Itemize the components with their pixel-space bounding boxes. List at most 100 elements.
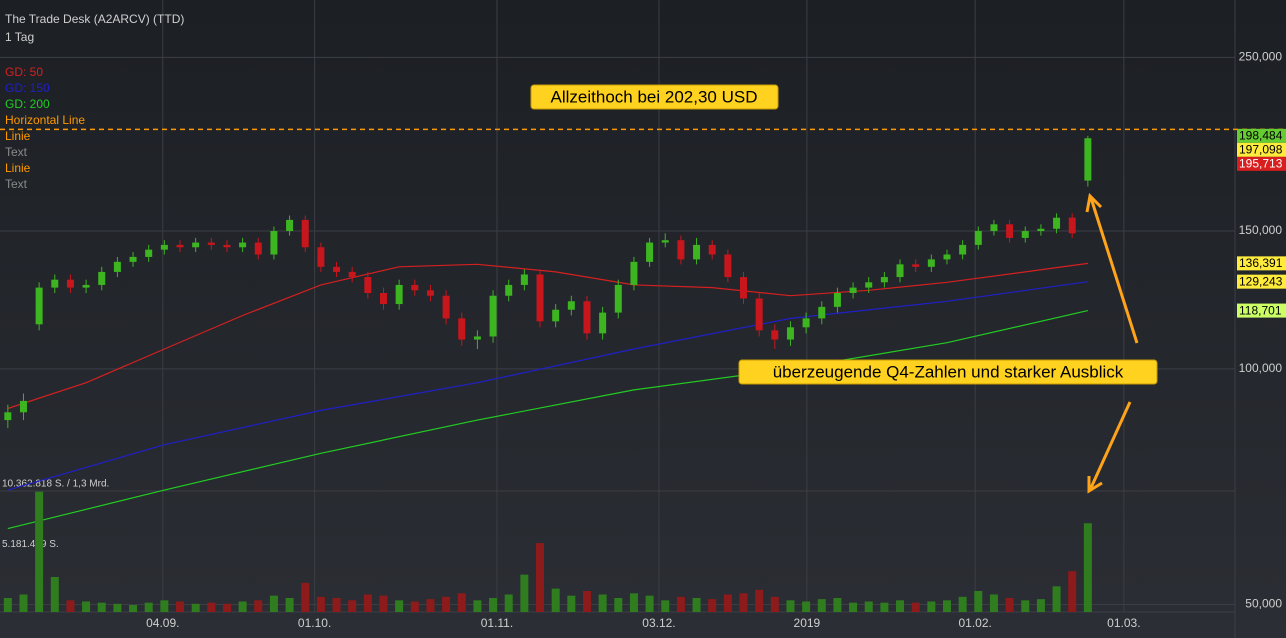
candle-body (833, 293, 841, 307)
candle-body (552, 309, 560, 322)
candle-body (51, 279, 59, 288)
volume-bar (1036, 599, 1045, 612)
candle-body (270, 231, 278, 255)
candle-body (317, 247, 325, 267)
candle-body (207, 242, 215, 245)
volume-bar (880, 602, 889, 612)
volume-bar (708, 599, 717, 612)
legend: GD: 50 GD: 150 GD: 200 Horizontal Line Linie… (5, 65, 85, 191)
candle-body (98, 271, 106, 285)
candle-body (536, 274, 544, 322)
candle-body (395, 284, 403, 305)
x-tick-label: 01.11. (481, 616, 513, 630)
legend-entry: Horizontal Line (5, 113, 85, 127)
candle-body (160, 244, 168, 250)
quote-label: 198,484 (1239, 129, 1283, 143)
volume-bar (817, 599, 826, 612)
volume-bar (927, 601, 936, 612)
volume-bar (896, 600, 905, 612)
candle-body (379, 293, 387, 305)
annotation: Allzeithoch bei 202,30 USD (551, 87, 758, 106)
volume-bar (113, 603, 122, 612)
volume-bar (942, 600, 951, 612)
volume-bar (958, 596, 967, 612)
quote-box (1237, 128, 1286, 143)
volume-bar (520, 574, 529, 612)
volume-bar (442, 596, 451, 612)
volume-bar (1021, 600, 1030, 612)
legend-entry: Text (5, 177, 28, 191)
candle-body (489, 295, 497, 337)
candle-body (661, 240, 669, 243)
volume-bar (254, 600, 263, 612)
volume-bar (316, 596, 325, 612)
candle-body (896, 264, 904, 278)
volume-bar (755, 589, 764, 612)
volume-bar (504, 594, 513, 612)
x-tick-label: 01.03. (1107, 616, 1140, 630)
candle-body (646, 242, 654, 262)
x-tick-label: 01.10. (298, 616, 331, 630)
candle-body (959, 244, 967, 255)
title: The Trade Desk (A2ARCV) (TTD) (5, 12, 184, 26)
legend-entry: GD: 150 (5, 81, 50, 95)
volume-bar (269, 595, 278, 612)
candle-body (786, 327, 794, 340)
volume-bar (379, 595, 388, 612)
volume-bar (833, 597, 842, 612)
volume-bar (551, 588, 560, 612)
y-tick-label: 100,000 (1239, 361, 1283, 375)
candle-body (708, 244, 716, 255)
volume-bar (582, 590, 591, 612)
candle-body (990, 224, 998, 232)
volume-bar (191, 603, 200, 612)
candle-body (630, 261, 638, 285)
quote-label: 195,713 (1239, 157, 1283, 171)
moving-average (7, 281, 1088, 491)
candle-body (1053, 217, 1061, 229)
legend-entry: Linie (5, 161, 31, 175)
candle-body (755, 298, 763, 331)
candle-body (176, 244, 184, 248)
candle-body (693, 244, 701, 260)
y-tick-label: 50,000 (1245, 597, 1282, 611)
volume-bar (723, 594, 732, 612)
volume-bar (864, 601, 873, 612)
volume-bar (176, 601, 185, 612)
quote-box (1237, 142, 1286, 157)
volume-bar (692, 597, 701, 612)
volume-bar (629, 593, 638, 612)
volume-bar (144, 602, 153, 612)
y-tick-label: 150,000 (1239, 223, 1283, 237)
candle-body (740, 277, 748, 299)
candle-body (1021, 231, 1029, 238)
candle-body (849, 287, 857, 294)
candle-body (724, 254, 732, 278)
volume-bar (301, 582, 310, 612)
candle-body (599, 312, 607, 334)
candle-body (333, 266, 341, 272)
volume-bar (222, 603, 231, 612)
volume-bar (160, 600, 169, 612)
volume-bar (66, 600, 75, 612)
volume-bar (426, 599, 435, 612)
annotation-box (738, 359, 1158, 385)
volume-bar (567, 595, 576, 612)
candle-body (771, 330, 779, 340)
volume-bar (849, 602, 858, 612)
candle-body (880, 277, 888, 283)
candle-body (348, 271, 356, 278)
legend-entry: GD: 200 (5, 97, 50, 111)
annotation-box (530, 84, 779, 110)
volume-bar (129, 604, 138, 612)
candle-body (145, 249, 153, 257)
volume-bar (332, 597, 341, 612)
ma-value-label: 118,701 (1239, 303, 1282, 317)
volume-tick-label: 10.362.818 S. / 1,3 Mrd. (2, 479, 109, 490)
volume-bar (645, 595, 654, 612)
x-tick-label: 01.02. (958, 616, 991, 630)
candle-body (286, 219, 294, 232)
volume-bar (911, 602, 920, 612)
volume-bar (50, 576, 59, 612)
ma-value-box (1237, 274, 1286, 289)
